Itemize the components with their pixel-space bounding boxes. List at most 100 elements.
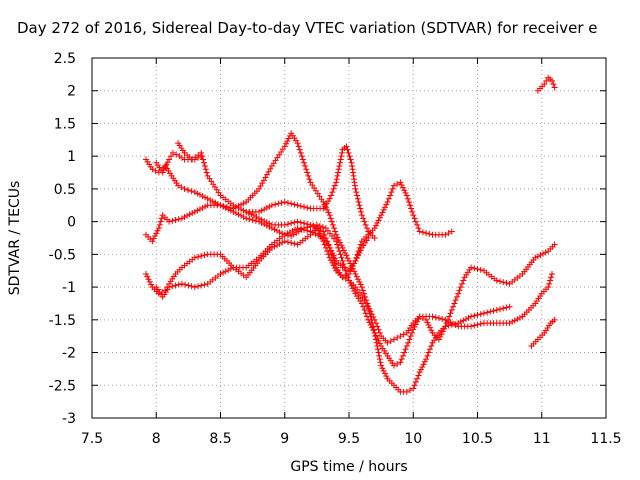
data-point: [541, 81, 548, 88]
data-point: [346, 277, 352, 284]
data-point: [358, 212, 365, 219]
data-point: [360, 303, 367, 310]
data-point: [450, 303, 457, 310]
data-point: [246, 216, 253, 223]
data-point: [414, 318, 421, 325]
data-point: [403, 343, 410, 349]
data-point: [329, 250, 336, 257]
data-point: [158, 215, 165, 222]
data-point: [471, 312, 478, 319]
data-point: [162, 164, 169, 171]
data-point: [232, 204, 239, 211]
data-point: [294, 140, 301, 147]
data-point: [534, 253, 541, 260]
data-point: [150, 235, 157, 242]
data-point: [201, 163, 208, 169]
data-point: [157, 218, 164, 225]
y-tick-label: -0.5: [49, 247, 76, 263]
data-point: [474, 266, 481, 273]
data-point: [347, 280, 354, 287]
data-point: [182, 281, 189, 288]
data-point: [398, 181, 405, 188]
data-point: [420, 361, 427, 368]
data-point: [301, 226, 308, 233]
data-point: [400, 331, 407, 338]
data-point: [445, 230, 452, 237]
data-point: [337, 156, 344, 163]
data-point: [411, 324, 418, 331]
data-point: [288, 239, 295, 246]
data-point: [425, 322, 432, 329]
data-point: [164, 159, 171, 166]
data-point: [380, 206, 387, 213]
data-point: [355, 199, 362, 205]
data-point: [303, 166, 310, 173]
data-point: [357, 241, 364, 248]
data-point: [201, 281, 208, 288]
y-tick-label: -1: [62, 280, 76, 296]
data-point: [448, 307, 455, 313]
data-point: [364, 300, 371, 307]
data-point: [191, 156, 198, 163]
data-point: [284, 221, 291, 228]
data-point: [374, 343, 381, 349]
data-point: [326, 244, 333, 251]
data-point: [345, 149, 352, 156]
data-point: [487, 308, 494, 315]
data-point: [445, 322, 452, 329]
x-tick-label: 11: [533, 431, 551, 447]
data-point: [408, 329, 415, 336]
data-point: [394, 181, 401, 187]
data-point: [550, 81, 557, 88]
data-point: [542, 249, 549, 256]
data-point: [166, 156, 173, 163]
data-point: [363, 225, 370, 232]
series-4: [142, 179, 455, 297]
data-point: [410, 212, 417, 219]
data-point: [266, 220, 273, 227]
data-point: [232, 210, 239, 217]
data-point: [149, 166, 156, 173]
data-point: [252, 217, 259, 224]
data-point: [181, 185, 188, 192]
data-point: [297, 149, 304, 156]
data-point: [390, 336, 397, 343]
data-point: [188, 283, 195, 290]
data-point: [144, 273, 151, 280]
data-point: [409, 208, 416, 215]
data-point: [284, 239, 291, 246]
data-point: [444, 316, 451, 323]
data-point: [366, 307, 373, 313]
data-point: [388, 189, 395, 196]
data-point: [376, 340, 383, 347]
data-point: [168, 153, 175, 160]
data-point: [175, 281, 182, 288]
data-point: [442, 323, 449, 330]
data-point: [374, 346, 381, 353]
data-point: [153, 230, 160, 237]
data-point: [428, 343, 435, 349]
data-point: [263, 204, 270, 211]
data-point: [406, 336, 413, 343]
data-point: [453, 293, 460, 300]
data-point: [415, 316, 422, 323]
data-point: [383, 201, 390, 208]
data-point: [377, 359, 384, 366]
data-point: [294, 202, 301, 209]
data-point: [334, 172, 341, 179]
data-point: [351, 288, 358, 295]
data-point: [435, 336, 442, 343]
data-point: [548, 274, 555, 281]
data-point: [181, 214, 188, 221]
data-point: [249, 217, 256, 223]
data-point: [333, 231, 340, 238]
data-point: [196, 191, 203, 198]
data-point: [419, 229, 426, 236]
data-point: [425, 349, 432, 356]
data-point: [408, 205, 415, 212]
data-point: [390, 182, 397, 189]
data-point: [372, 333, 379, 340]
data-point: [374, 219, 381, 226]
data-point: [313, 225, 320, 232]
data-point: [410, 326, 417, 333]
